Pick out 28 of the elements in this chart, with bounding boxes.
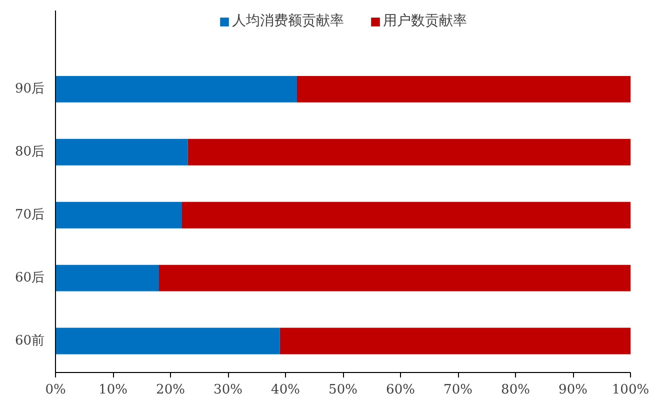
x-tick-label: 20%: [156, 382, 185, 398]
x-tick-label: 90%: [558, 382, 588, 398]
x-tick-label: 40%: [271, 382, 300, 398]
x-tick-label: 80%: [501, 382, 530, 398]
bar: [56, 76, 297, 102]
x-tick-label: 50%: [328, 382, 358, 398]
y-tick-label: 70后: [14, 208, 45, 223]
legend-label: 用户数贡献率: [383, 12, 467, 30]
x-tick-label: 70%: [444, 382, 472, 398]
bar: [56, 328, 280, 354]
x-tick-label: 30%: [214, 382, 242, 398]
legend-label: 人均消费额贡献率: [232, 12, 344, 30]
x-tick-label: 100%: [612, 382, 650, 398]
y-tick-label: 60前: [14, 334, 45, 349]
bar: [280, 328, 630, 354]
y-tick-label: 60后: [14, 270, 45, 286]
y-tick-label: 80后: [14, 144, 45, 160]
x-tick-label: 0%: [45, 382, 66, 398]
x-tick-label: 10%: [98, 382, 128, 398]
x-tick-label: 60%: [386, 382, 415, 398]
bar: [56, 202, 182, 228]
bar: [297, 76, 630, 102]
bar: [188, 138, 630, 166]
bar: [159, 264, 630, 292]
bar: [56, 264, 159, 292]
y-tick-label: 90后: [14, 82, 45, 97]
bar: [56, 138, 188, 166]
bar: [182, 202, 630, 228]
